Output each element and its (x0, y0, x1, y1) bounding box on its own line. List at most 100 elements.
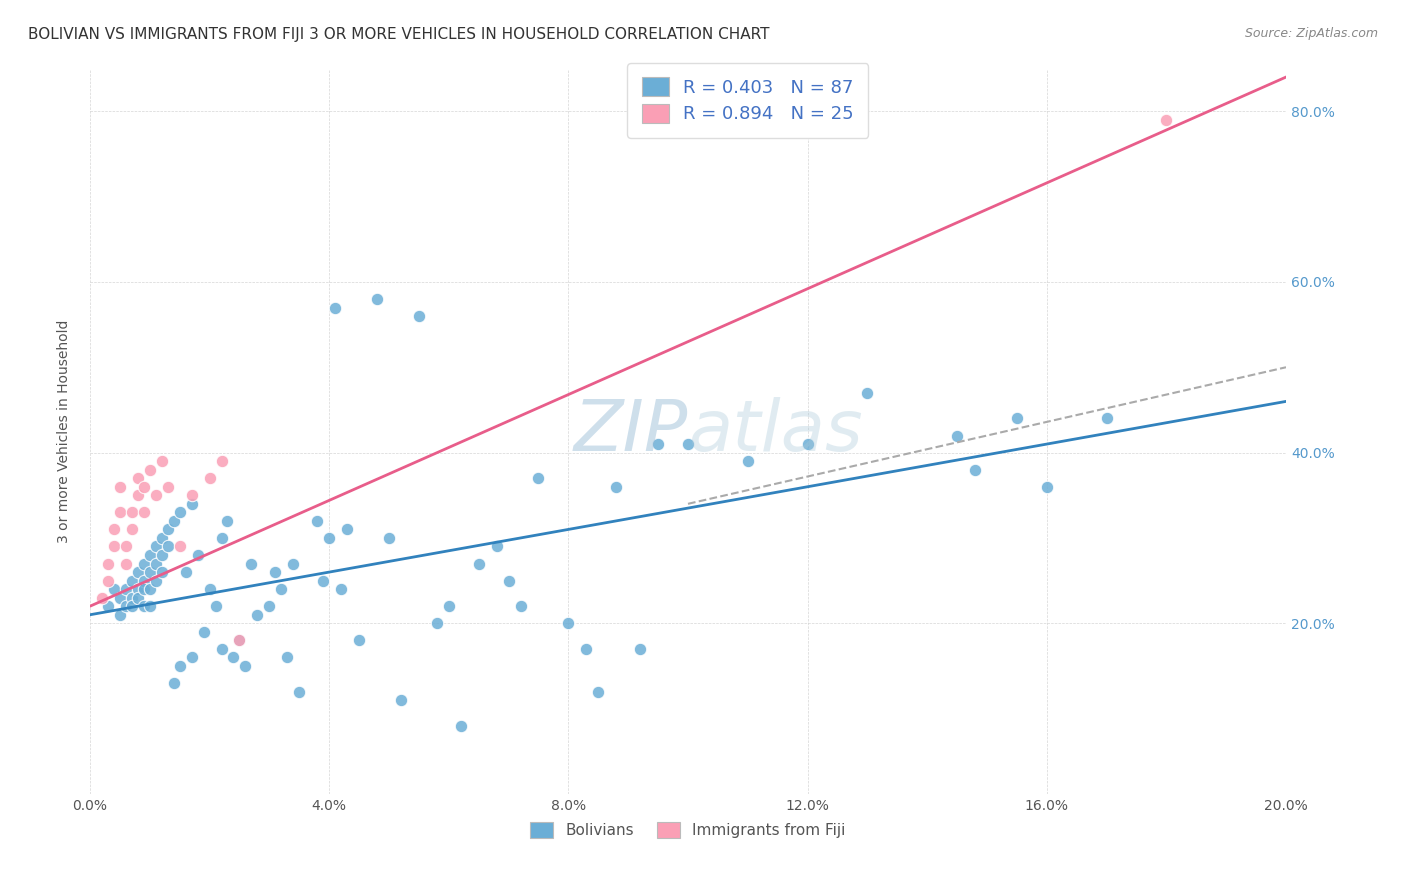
Text: ZIP: ZIP (574, 397, 688, 466)
Point (121, 591, 143, 605)
Point (1156, 112, 1178, 127)
Point (97, 599, 120, 614)
Point (127, 471, 149, 485)
Point (90, 591, 112, 605)
Point (138, 463, 160, 477)
Point (240, 557, 263, 571)
Point (169, 659, 191, 673)
Point (336, 523, 359, 537)
Point (127, 582, 149, 597)
Point (150, 548, 173, 562)
Point (127, 488, 149, 502)
Point (103, 540, 125, 554)
Point (114, 540, 136, 554)
Point (145, 557, 167, 571)
Point (330, 582, 353, 597)
Point (575, 641, 598, 656)
Point (103, 523, 125, 537)
Point (557, 616, 579, 631)
Point (1036, 480, 1059, 494)
Point (605, 480, 627, 494)
Point (312, 574, 335, 588)
Point (114, 582, 136, 597)
Point (150, 531, 173, 545)
Point (108, 505, 131, 519)
Point (1095, 411, 1118, 425)
Point (276, 650, 298, 665)
Point (103, 582, 125, 597)
Point (437, 599, 460, 614)
Point (347, 633, 370, 648)
Point (138, 582, 160, 597)
Point (450, 719, 472, 733)
Point (150, 454, 173, 468)
Point (946, 428, 969, 442)
Point (588, 684, 610, 698)
Point (114, 557, 136, 571)
Point (97, 574, 120, 588)
Point (108, 480, 131, 494)
Point (963, 463, 986, 477)
Point (114, 599, 136, 614)
Point (180, 497, 202, 511)
Point (288, 684, 311, 698)
Point (204, 599, 226, 614)
Point (132, 557, 155, 571)
Point (307, 514, 329, 528)
Point (628, 641, 651, 656)
Point (498, 574, 520, 588)
Point (676, 437, 699, 451)
Point (169, 540, 191, 554)
Point (180, 488, 202, 502)
Point (235, 659, 257, 673)
Point (132, 480, 155, 494)
Point (198, 582, 221, 597)
Point (228, 633, 250, 648)
Point (485, 540, 508, 554)
Point (217, 514, 239, 528)
Text: atlas: atlas (688, 397, 863, 466)
Point (270, 582, 292, 597)
Point (169, 505, 191, 519)
Point (108, 591, 131, 605)
Point (132, 599, 155, 614)
Point (145, 540, 167, 554)
Point (108, 607, 131, 622)
Point (246, 607, 269, 622)
Y-axis label: 3 or more Vehicles in Household: 3 or more Vehicles in Household (58, 319, 72, 543)
Point (211, 454, 233, 468)
Point (467, 557, 489, 571)
Point (121, 574, 143, 588)
Point (389, 693, 412, 707)
Point (121, 599, 143, 614)
Point (527, 471, 550, 485)
Point (132, 582, 155, 597)
Point (323, 301, 346, 315)
Point (150, 565, 173, 579)
Point (127, 591, 149, 605)
Point (187, 548, 209, 562)
Point (121, 523, 143, 537)
Point (737, 454, 759, 468)
Point (145, 574, 167, 588)
Point (198, 471, 221, 485)
Point (138, 565, 160, 579)
Point (366, 292, 388, 306)
Point (127, 565, 149, 579)
Point (163, 676, 186, 690)
Point (138, 599, 160, 614)
Point (156, 480, 179, 494)
Point (138, 548, 160, 562)
Point (259, 599, 281, 614)
Point (228, 633, 250, 648)
Point (193, 624, 215, 639)
Point (647, 437, 669, 451)
Point (97, 557, 120, 571)
Point (408, 309, 430, 323)
Point (156, 540, 179, 554)
Text: BOLIVIAN VS IMMIGRANTS FROM FIJI 3 OR MORE VEHICLES IN HOUSEHOLD CORRELATION CHA: BOLIVIAN VS IMMIGRANTS FROM FIJI 3 OR MO… (28, 27, 769, 42)
Point (163, 514, 186, 528)
Point (180, 650, 202, 665)
Point (211, 641, 233, 656)
Point (283, 557, 305, 571)
